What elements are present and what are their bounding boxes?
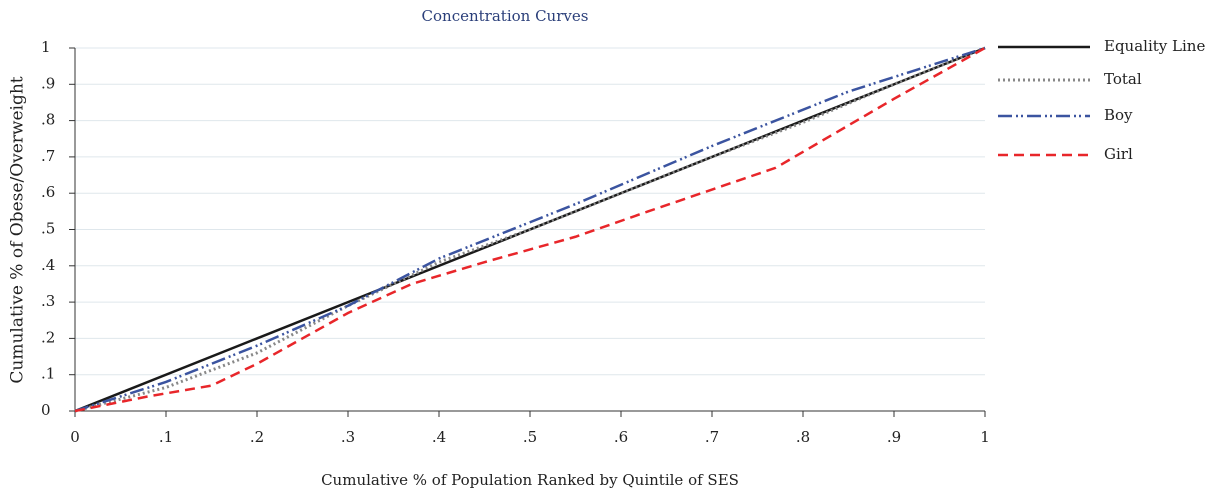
y-tick-label: 0 bbox=[41, 401, 51, 419]
x-tick-label: 1 bbox=[980, 428, 990, 446]
x-tick-label: .5 bbox=[523, 428, 537, 446]
y-tick-label: .1 bbox=[41, 365, 55, 383]
y-axis-label: Cumulative % of Obese/Overweight bbox=[8, 76, 28, 383]
y-tick-label: 1 bbox=[41, 38, 51, 56]
y-tick-label: .3 bbox=[41, 292, 55, 310]
y-tick-label: .5 bbox=[41, 220, 55, 238]
x-tick-label: .4 bbox=[432, 428, 446, 446]
y-tick-label: .7 bbox=[41, 147, 55, 165]
x-tick-label: .6 bbox=[614, 428, 628, 446]
x-axis-label: Cumulative % of Population Ranked by Qui… bbox=[321, 471, 739, 489]
y-tick-label: .8 bbox=[41, 111, 55, 129]
x-tick-label: 0 bbox=[70, 428, 80, 446]
x-tick-label: .1 bbox=[159, 428, 173, 446]
legend-label: Boy bbox=[1104, 106, 1133, 124]
chart-title: Concentration Curves bbox=[422, 7, 589, 25]
x-tick-label: .3 bbox=[341, 428, 355, 446]
series-line bbox=[74, 46, 986, 413]
y-tick-label: .4 bbox=[41, 256, 55, 274]
y-tick-label: .2 bbox=[41, 328, 55, 346]
legend-label: Equality Line bbox=[1104, 37, 1205, 55]
y-tick-label: .9 bbox=[41, 74, 55, 92]
legend-label: Total bbox=[1104, 70, 1142, 88]
series-line bbox=[74, 46, 986, 413]
legend-label: Girl bbox=[1104, 145, 1133, 163]
y-tick-label: .6 bbox=[41, 183, 55, 201]
x-tick-label: .2 bbox=[250, 428, 264, 446]
x-tick-label: .7 bbox=[705, 428, 719, 446]
x-tick-label: .8 bbox=[796, 428, 810, 446]
x-tick-label: .9 bbox=[887, 428, 901, 446]
series-line bbox=[74, 46, 986, 413]
